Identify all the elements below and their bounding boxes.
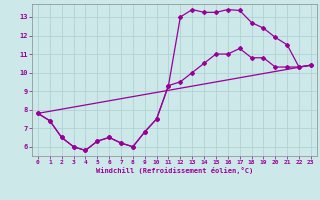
X-axis label: Windchill (Refroidissement éolien,°C): Windchill (Refroidissement éolien,°C) xyxy=(96,167,253,174)
